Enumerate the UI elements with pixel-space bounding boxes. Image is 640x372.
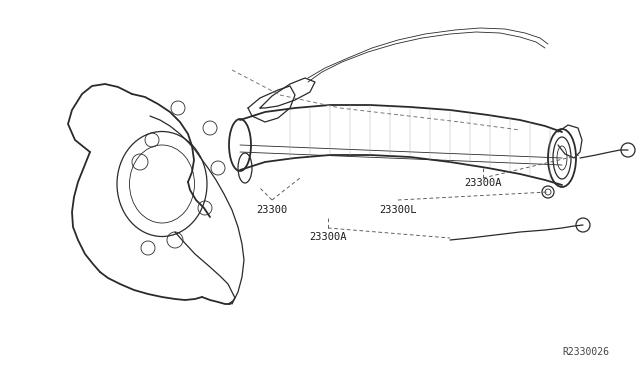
Text: 23300A: 23300A (464, 178, 502, 188)
Text: 23300L: 23300L (380, 205, 417, 215)
Text: 23300A: 23300A (309, 232, 347, 242)
Text: R2330026: R2330026 (563, 347, 609, 357)
Text: 23300: 23300 (257, 205, 287, 215)
